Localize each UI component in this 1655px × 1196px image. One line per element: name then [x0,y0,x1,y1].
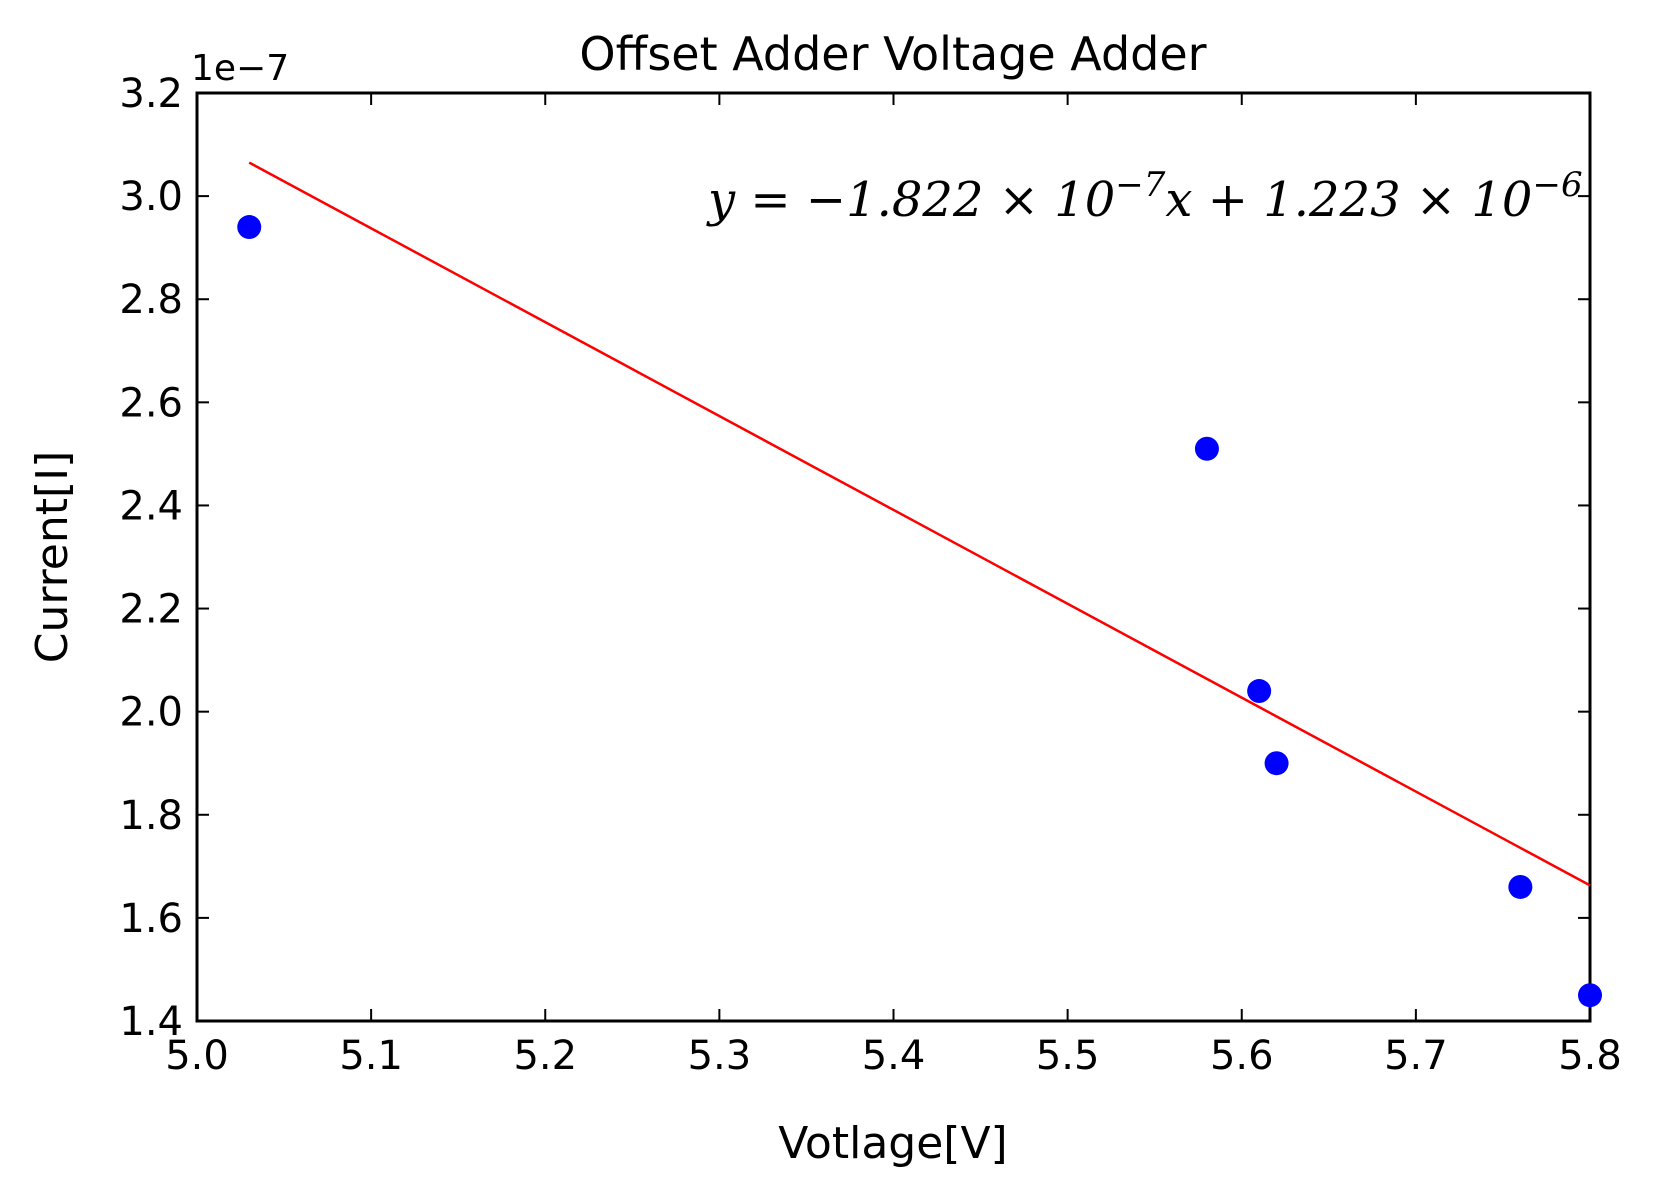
fit-line [248,161,1591,887]
y-tick-label: 1.6 [119,896,183,942]
y-tick-label: 2.4 [119,483,183,529]
x-ticks: 5.0 5.1 5.2 5.3 5.4 5.5 5.6 5.7 5.8 [165,93,1622,1079]
y-tick-label: 2.6 [119,380,183,426]
y-axis-scale-note: 1e−7 [191,48,289,89]
x-tick-label: 5.3 [688,1033,752,1079]
x-axis-label: Votlage[V] [778,1118,1007,1169]
x-tick-label: 5.4 [862,1033,926,1079]
data-point [1194,436,1219,461]
y-tick-label: 3.2 [119,71,183,117]
y-tick-label: 1.4 [119,999,183,1045]
data-point [1508,874,1533,899]
fit-equation-exponent-1: −7 [1115,165,1165,205]
y-ticks: 1.4 1.6 1.8 2.0 2.2 2.4 2.6 2.8 3.0 3.2 [119,71,1590,1045]
x-tick-label: 5.6 [1210,1033,1274,1079]
fit-equation-exponent-2: −6 [1532,165,1582,205]
y-tick-label: 2.8 [119,277,183,323]
y-tick-label: 3.0 [119,174,183,220]
plot-frame [195,91,1592,1023]
y-axis-label: Current[I] [27,451,78,664]
x-tick-label: 5.1 [339,1033,403,1079]
x-tick-label: 5.7 [1384,1033,1448,1079]
chart-title: Offset Adder Voltage Adder [579,27,1206,81]
data-point [1578,983,1602,1008]
y-tick-label: 1.8 [119,793,183,839]
y-tick-label: 2.2 [119,587,183,633]
x-tick-label: 5.2 [513,1033,577,1079]
data-points [237,215,1602,1008]
data-point [1264,751,1289,776]
y-tick-label: 2.0 [119,690,183,736]
fit-equation-part-2: x + 1.223 × 10 [1165,172,1532,228]
x-tick-label: 5.8 [1558,1033,1622,1079]
data-point [1247,679,1272,704]
plot-area: 5.0 5.1 5.2 5.3 5.4 5.5 5.6 5.7 5.8 1.4 1.6 1.8 2.0… [119,71,1621,1079]
x-tick-label: 5.5 [1036,1033,1100,1079]
fit-equation: y = −1.822 × 10−7x + 1.223 × 10−6 [706,165,1583,228]
fit-line-group [248,161,1591,887]
data-point [237,215,262,240]
fit-equation-part-1: y = −1.822 × 10 [706,172,1115,228]
x-tick-label: 5.0 [165,1033,229,1079]
